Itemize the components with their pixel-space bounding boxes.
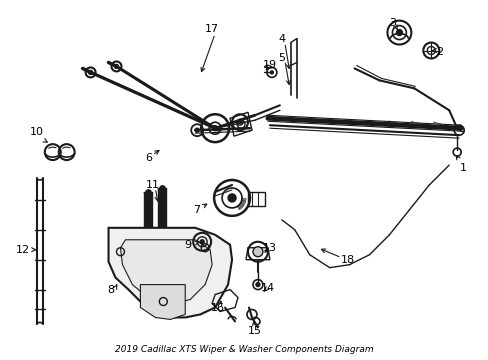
- Text: 9: 9: [184, 240, 191, 250]
- Text: 4: 4: [278, 33, 285, 44]
- Text: 19: 19: [263, 60, 276, 71]
- Circle shape: [200, 240, 203, 244]
- Text: 1: 1: [459, 163, 466, 173]
- Text: 10: 10: [30, 127, 44, 137]
- Text: 12: 12: [16, 245, 30, 255]
- Text: 2019 Cadillac XTS Wiper & Washer Components Diagram: 2019 Cadillac XTS Wiper & Washer Compone…: [115, 345, 372, 354]
- Polygon shape: [140, 285, 185, 319]
- Circle shape: [270, 71, 273, 74]
- Circle shape: [212, 126, 217, 131]
- Circle shape: [252, 247, 263, 257]
- Circle shape: [255, 283, 260, 287]
- Text: 6: 6: [144, 153, 152, 163]
- Text: 17: 17: [204, 24, 219, 33]
- Text: 7: 7: [192, 205, 199, 215]
- Text: 13: 13: [263, 243, 276, 253]
- Circle shape: [88, 71, 92, 75]
- Polygon shape: [120, 240, 212, 305]
- Text: 11: 11: [145, 180, 159, 190]
- Circle shape: [238, 121, 241, 124]
- Polygon shape: [108, 228, 232, 318]
- Text: 3: 3: [388, 18, 395, 28]
- Circle shape: [227, 194, 236, 202]
- Text: 8: 8: [107, 284, 114, 294]
- Text: 16: 16: [211, 302, 224, 312]
- Text: 15: 15: [247, 327, 262, 336]
- Text: 14: 14: [260, 283, 274, 293]
- Text: 2: 2: [435, 48, 442, 58]
- Circle shape: [114, 64, 118, 68]
- Text: 18: 18: [340, 255, 354, 265]
- Text: 5: 5: [278, 54, 285, 63]
- Circle shape: [195, 128, 199, 132]
- Circle shape: [396, 30, 402, 36]
